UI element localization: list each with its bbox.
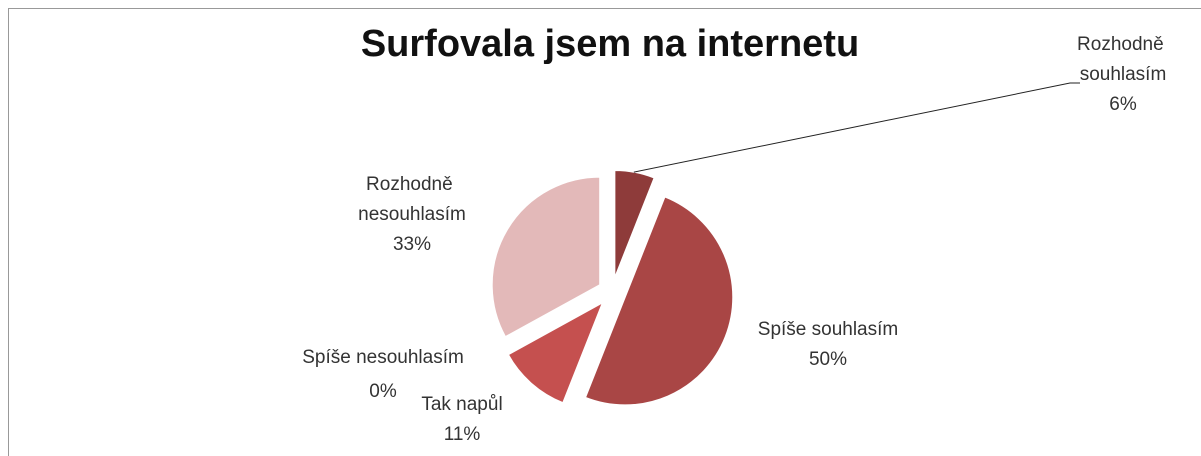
slice-value-label: 33% [393, 234, 431, 255]
slice-value-label: 6% [1109, 94, 1137, 115]
pie-slice [507, 300, 605, 404]
slice-label: Rozhodně nesouhlasím [358, 174, 466, 225]
leader-line [633, 82, 1080, 173]
slice-label: Tak napůl [421, 394, 502, 415]
slice-label: Spíše nesouhlasím [302, 347, 464, 368]
slice-label: Rozhodně souhlasím [1077, 34, 1169, 85]
slice-value-label: 0% [369, 381, 397, 402]
slice-value-label: 50% [809, 349, 847, 370]
slice-label: Spíše souhlasím [758, 319, 898, 340]
pie-slice [584, 195, 734, 406]
pie-slice [504, 298, 601, 352]
slice-value-label: 11% [444, 424, 481, 445]
chart-title: Surfovala jsem na internetu [361, 23, 859, 65]
pie-slice [491, 176, 601, 338]
